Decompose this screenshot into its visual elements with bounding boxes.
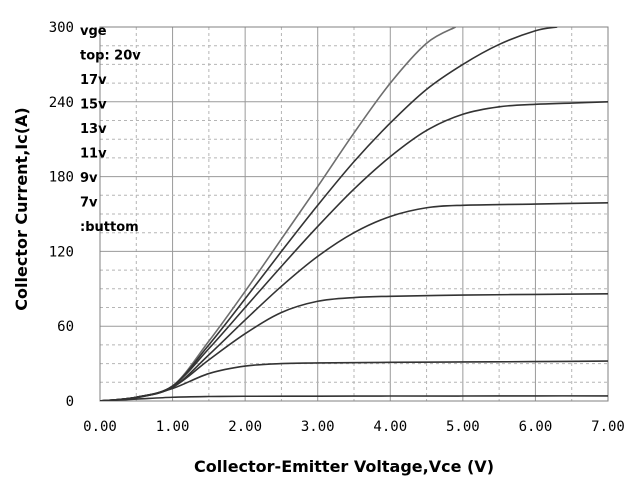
- legend-entry: top: 20v: [80, 49, 141, 64]
- legend-entry: 7v: [80, 196, 98, 211]
- legend-entry: 17v: [80, 73, 107, 88]
- series-line-2: [100, 101, 608, 401]
- x-tick-label: 1.00: [156, 419, 190, 435]
- plot-frame: [99, 26, 609, 402]
- x-tick-label: 0.00: [83, 419, 117, 435]
- series-group: [100, 27, 608, 401]
- y-tick-label: 180: [49, 170, 74, 186]
- legend-entry: vge: [80, 24, 107, 39]
- legend-entry: 11v: [80, 147, 107, 162]
- x-axis-ticks: 0.00 1.00 2.00 3.00 4.00 5.00 6.00 7.00: [83, 419, 625, 435]
- x-tick-label: 7.00: [591, 419, 625, 435]
- series-line-5: [100, 360, 608, 401]
- y-axis-title: Collector Current,Ic(A): [12, 107, 31, 310]
- x-tick-label: 2.00: [228, 419, 262, 435]
- y-tick-label: 240: [49, 95, 74, 111]
- y-tick-label: 0: [66, 394, 74, 410]
- legend-entry: 9v: [80, 171, 98, 186]
- x-tick-label: 4.00: [373, 419, 407, 435]
- series-line-4: [100, 292, 608, 401]
- y-axis-ticks: 0 60 120 180 240 300: [49, 20, 74, 410]
- legend-entry: 15v: [80, 98, 107, 113]
- series-line-6: [100, 395, 608, 401]
- legend-entry: 13v: [80, 122, 107, 137]
- grid: [100, 27, 608, 401]
- x-axis-title: Collector-Emitter Voltage,Vce (V): [194, 457, 494, 476]
- x-tick-label: 3.00: [301, 419, 335, 435]
- legend-entry: :buttom: [80, 220, 139, 235]
- x-tick-label: 5.00: [446, 419, 480, 435]
- y-tick-label: 60: [57, 319, 74, 335]
- y-tick-label: 300: [49, 20, 74, 36]
- legend: vge top: 20v 17v 15v 13v 11v 9v 7v :buttom: [80, 24, 141, 235]
- x-tick-label: 6.00: [519, 419, 553, 435]
- y-tick-label: 120: [49, 244, 74, 260]
